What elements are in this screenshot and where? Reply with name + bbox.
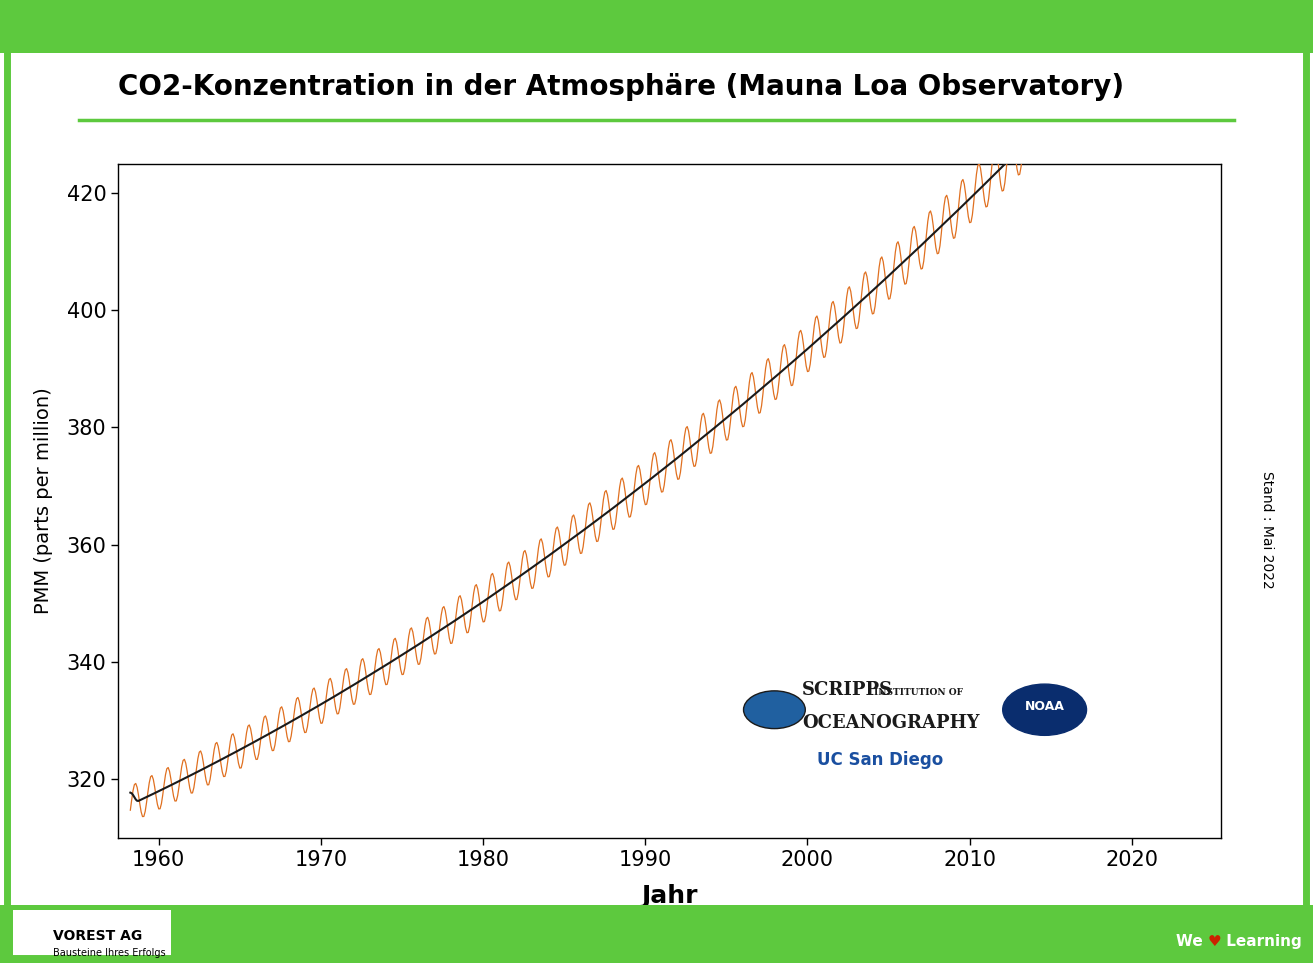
Y-axis label: PMM (parts per million): PMM (parts per million) — [34, 387, 53, 614]
Text: Stand : Mai 2022: Stand : Mai 2022 — [1260, 471, 1274, 588]
Text: We: We — [1176, 934, 1208, 950]
Text: VOREST AG: VOREST AG — [53, 929, 142, 943]
Text: UC San Diego: UC San Diego — [818, 751, 944, 769]
Text: INSTITUTION OF: INSTITUTION OF — [873, 689, 962, 697]
Text: SCRIPPS: SCRIPPS — [802, 681, 893, 698]
X-axis label: Jahr: Jahr — [641, 883, 699, 907]
Text: Learning: Learning — [1221, 934, 1302, 950]
Text: CO2-Konzentration in der Atmosphäre (Mauna Loa Observatory): CO2-Konzentration in der Atmosphäre (Mau… — [118, 73, 1124, 101]
Circle shape — [1003, 684, 1087, 736]
Text: ♥: ♥ — [1208, 934, 1221, 950]
Text: Bausteine Ihres Erfolgs: Bausteine Ihres Erfolgs — [53, 949, 165, 958]
Circle shape — [743, 690, 805, 729]
Text: NOAA: NOAA — [1024, 700, 1065, 713]
Text: OCEANOGRAPHY: OCEANOGRAPHY — [802, 715, 979, 732]
